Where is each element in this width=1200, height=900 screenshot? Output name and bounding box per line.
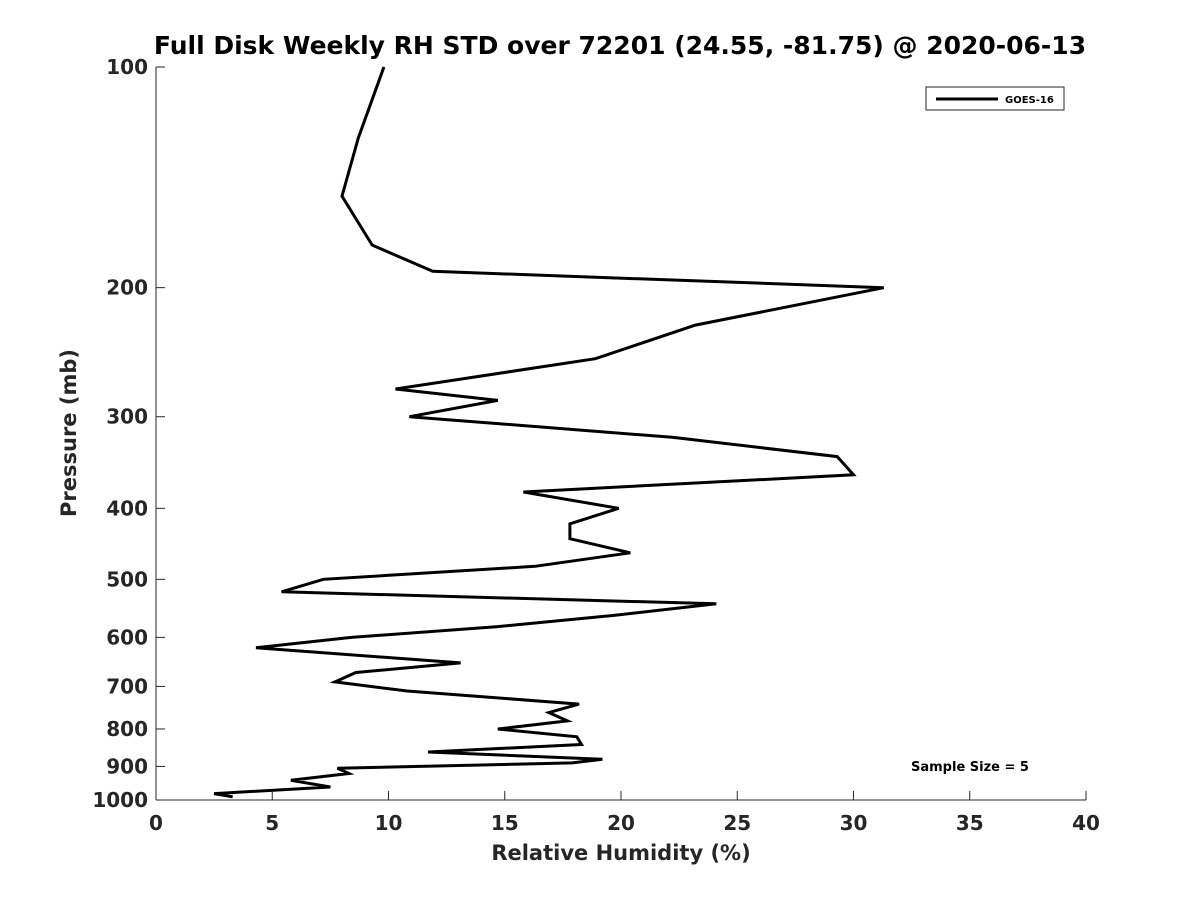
- x-tick-label: 15: [491, 811, 519, 835]
- x-tick-label: 20: [607, 811, 635, 835]
- series-line-goes-16: [213, 66, 884, 799]
- y-axis-ticks: 100 200 300 400 500 600 700 800 900 1000: [92, 55, 165, 812]
- x-tick-label: 25: [723, 811, 751, 835]
- y-tick-label: 600: [106, 625, 148, 649]
- sample-size-annotation: Sample Size = 5: [911, 760, 1029, 775]
- y-tick-label: 200: [106, 276, 148, 300]
- x-tick-label: 40: [1072, 811, 1100, 835]
- y-axis-label: Pressure (mb): [57, 349, 81, 517]
- y-tick-label: 100: [106, 55, 148, 79]
- plot-area: [155, 66, 1086, 801]
- x-axis-ticks: 0 5 10 15 20 25 30 35 40: [149, 791, 1100, 835]
- y-tick-label: 1000: [92, 788, 148, 812]
- chart-title: Full Disk Weekly RH STD over 72201 (24.5…: [154, 31, 1086, 60]
- x-tick-label: 0: [149, 811, 163, 835]
- x-tick-label: 30: [840, 811, 868, 835]
- x-tick-label: 35: [956, 811, 984, 835]
- y-tick-label: 700: [106, 674, 148, 698]
- y-tick-label: 800: [106, 717, 148, 741]
- x-tick-label: 5: [265, 811, 279, 835]
- x-axis-label: Relative Humidity (%): [491, 841, 750, 865]
- legend-label-goes-16: GOES-16: [1005, 95, 1054, 106]
- y-tick-label: 400: [106, 496, 148, 520]
- y-tick-label: 900: [106, 754, 148, 778]
- y-tick-label: 500: [106, 567, 148, 591]
- y-tick-label: 300: [106, 405, 148, 429]
- legend: GOES-16: [925, 86, 1065, 111]
- x-tick-label: 10: [375, 811, 403, 835]
